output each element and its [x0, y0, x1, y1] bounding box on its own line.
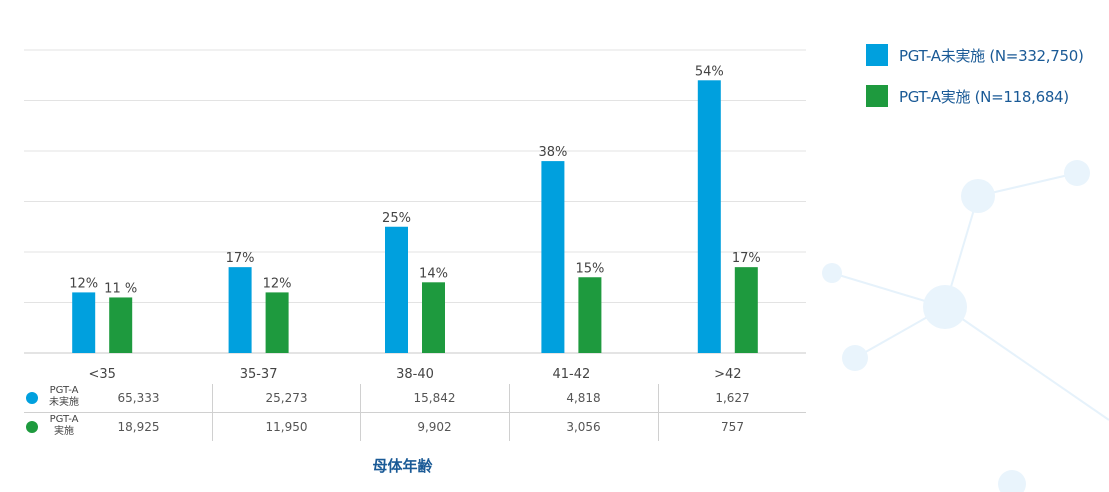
data-label: 14% [419, 266, 448, 281]
table-cell: 757 [658, 413, 806, 441]
row-label-no-pgta: PGT-A 未実施 [44, 385, 84, 409]
count-table: PGT-A 未実施 65,333 25,273 15,842 4,818 1,6… [24, 384, 806, 441]
legend-item-no-pgta: PGT-A未実施 (N=332,750) [866, 42, 1084, 68]
table-cell: 9,902 [360, 413, 508, 441]
row-label-line: 実施 [54, 426, 74, 437]
bar [697, 80, 721, 354]
legend-item-pgta: PGT-A実施 (N=118,684) [866, 83, 1084, 109]
table-cell: 11,950 [212, 413, 360, 441]
data-label: 25% [382, 211, 411, 226]
row-label-line: 未実施 [49, 397, 79, 408]
table-cell: 1,627 [658, 384, 806, 412]
bar [72, 292, 96, 353]
data-label: 11 % [104, 281, 137, 296]
bar [734, 267, 758, 353]
category-label: >42 [714, 367, 741, 382]
gridlines [24, 49, 806, 354]
table-cell: 3,056 [509, 413, 657, 441]
data-label: 17% [732, 251, 761, 266]
data-label: 17% [226, 251, 255, 266]
data-label: 15% [575, 261, 604, 276]
table-cell: 4,818 [509, 384, 657, 412]
table-cell: 25,273 [212, 384, 360, 412]
data-label: 12% [263, 276, 292, 291]
legend-swatch-pgta [866, 85, 888, 107]
category-label: 41-42 [553, 367, 591, 382]
x-axis-title: 母体年齢 [372, 457, 433, 475]
legend-label-pgta: PGT-A実施 (N=118,684) [899, 87, 1069, 106]
data-label: 12% [69, 276, 98, 291]
table-row-no-pgta: PGT-A 未実施 65,333 25,273 15,842 4,818 1,6… [24, 384, 806, 413]
bar [541, 161, 565, 353]
bars [72, 80, 758, 354]
bar [265, 292, 289, 353]
legend-label-no-pgta: PGT-A未実施 (N=332,750) [899, 46, 1084, 65]
legend: PGT-A未実施 (N=332,750) PGT-A実施 (N=118,684) [866, 42, 1084, 124]
row-dot-no-pgta [26, 392, 38, 404]
value-labels: 12% 11 % 17% 12% 25% 14% 38% 15% 54% 17% [69, 64, 761, 296]
row-label-pgta: PGT-A 実施 [44, 414, 84, 438]
bar [578, 277, 602, 353]
category-labels: <35 35-37 38-40 41-42 >42 [88, 367, 741, 382]
category-label: <35 [88, 367, 115, 382]
row-label-line: PGT-A [49, 414, 79, 425]
table-row-pgta: PGT-A 実施 18,925 11,950 9,902 3,056 757 [24, 413, 806, 441]
bar [109, 297, 133, 353]
row-label-line: PGT-A [49, 385, 79, 396]
table-cell: 18,925 [117, 420, 160, 434]
legend-swatch-no-pgta [866, 44, 888, 66]
table-cell: 65,333 [117, 391, 160, 405]
bar [228, 267, 252, 353]
data-label: 54% [695, 64, 724, 79]
category-label: 35-37 [240, 367, 278, 382]
bar [385, 226, 408, 353]
table-cell: 15,842 [360, 384, 508, 412]
data-label: 38% [538, 145, 567, 160]
bar [422, 282, 445, 353]
row-dot-pgta [26, 421, 38, 433]
category-label: 38-40 [396, 367, 434, 382]
